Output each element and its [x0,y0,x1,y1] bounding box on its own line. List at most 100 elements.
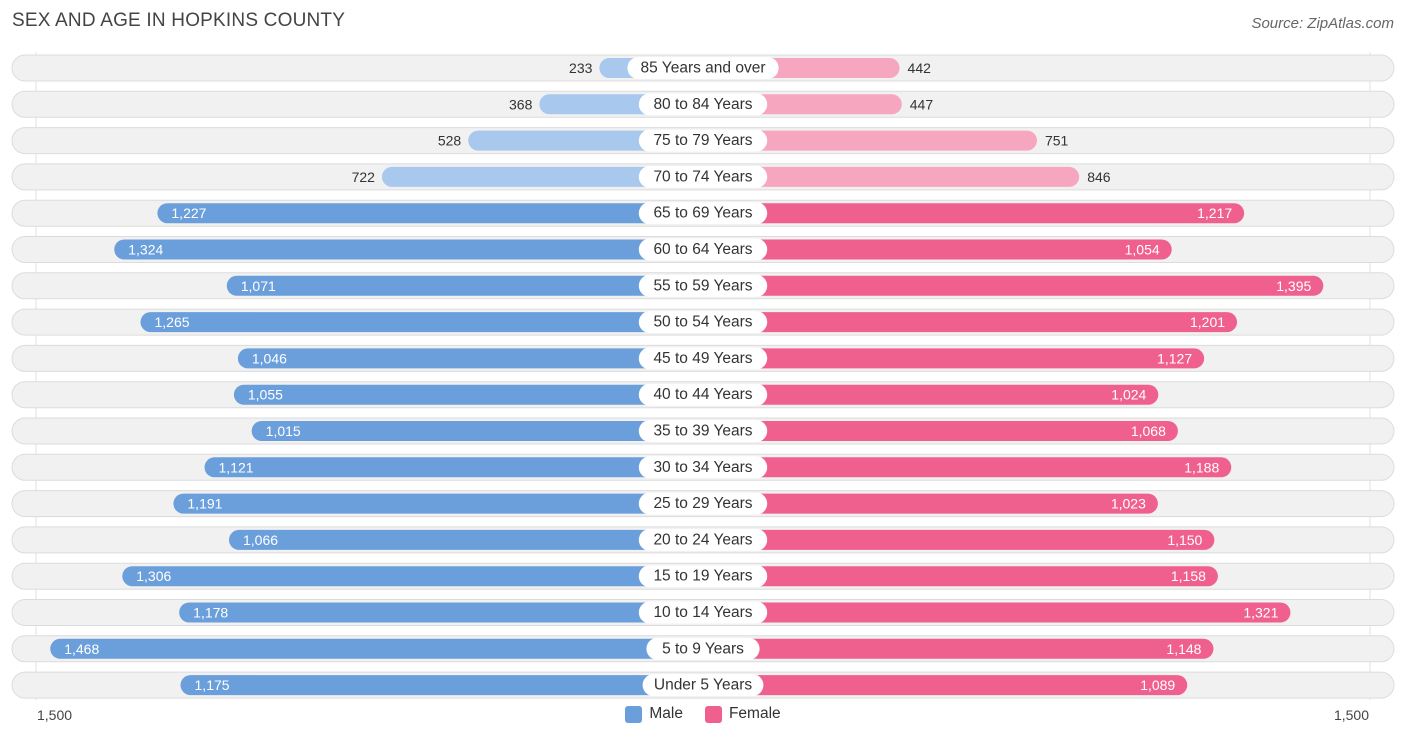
male-value-label: 1,066 [243,532,278,548]
category-pill [627,57,779,79]
legend-label-female: Female [728,705,781,722]
male-value-label: 1,265 [154,314,189,330]
source-label: Source: ZipAtlas.com [1251,15,1394,32]
male-bar [251,421,703,441]
male-value-label: 1,324 [128,242,163,258]
female-value-label: 751 [1045,133,1069,149]
male-bar [237,348,703,369]
legend-item-female: Female [704,705,781,723]
age-row: 20 to 24 Years 1,066 1,150 [11,526,1395,554]
category-pill [638,601,768,624]
category-label: 50 to 54 Years [653,314,752,331]
age-row: 30 to 34 Years 1,121 1,188 [11,453,1395,481]
female-bar [703,312,1238,333]
male-value-label: 368 [509,96,533,112]
female-value-label: 1,150 [1167,532,1202,548]
female-bar [703,638,1214,659]
category-label: 55 to 59 Years [653,277,752,294]
female-bar [703,130,1037,151]
category-pill [638,238,768,261]
legend-swatch-female [704,705,722,723]
male-bar [179,602,703,623]
age-row: 80 to 84 Years 368 447 [11,90,1395,118]
female-bar [703,675,1188,696]
female-value-label: 1,217 [1197,205,1232,221]
category-pill [638,565,768,588]
category-pill [638,311,768,334]
category-label: 15 to 19 Years [653,568,752,585]
male-value-label: 722 [352,169,376,185]
male-value-label: 1,055 [248,387,283,403]
butterfly-chart: 85 Years and over 233 442 80 to 84 Years 368… [11,52,1395,700]
male-bar [204,457,703,478]
age-row: Under 5 Years 1,175 1,089 [11,671,1395,699]
female-value-label: 442 [908,60,932,76]
female-bar [703,348,1205,369]
age-row: 15 to 19 Years 1,306 1,158 [11,562,1395,590]
male-value-label: 1,046 [252,350,287,366]
female-bar [703,457,1232,478]
age-row: 60 to 64 Years 1,324 1,054 [11,236,1395,263]
legend-swatch-male [625,705,643,723]
female-bar [703,566,1218,587]
category-label: 60 to 64 Years [653,241,752,258]
female-value-label: 1,321 [1243,605,1278,621]
female-value-label: 846 [1087,169,1111,185]
male-bar [180,675,703,696]
axis-right-max-label: 1,500 [1333,707,1369,723]
male-value-label: 1,191 [187,496,222,512]
male-bar [381,166,703,187]
male-bar [140,312,703,333]
legend-label-male: Male [649,705,683,722]
female-bar [703,602,1291,623]
male-value-label: 1,121 [219,459,254,475]
female-value-label: 1,188 [1184,459,1219,475]
male-value-label: 528 [438,133,462,149]
category-label: 35 to 39 Years [653,423,752,440]
category-pill [638,528,768,551]
category-pill [646,637,760,660]
male-bar [233,384,704,405]
category-label: Under 5 Years [654,677,752,694]
category-pill [638,492,768,515]
female-value-label: 1,127 [1157,350,1192,366]
category-label: 75 to 79 Years [653,132,752,149]
category-pill [638,347,768,370]
category-pill [638,129,768,152]
category-label: 85 Years and over [641,60,766,77]
category-pill [638,383,768,406]
age-row: 50 to 54 Years 1,265 1,201 [11,308,1395,336]
category-label: 25 to 29 Years [653,495,752,512]
female-value-label: 1,023 [1111,496,1146,512]
female-value-label: 1,024 [1111,387,1146,403]
female-value-label: 1,148 [1166,641,1201,657]
female-bar [703,421,1178,441]
male-value-label: 1,175 [195,677,230,693]
age-row: 85 Years and over 233 442 [11,54,1395,82]
male-bar [228,529,703,550]
female-bar [703,203,1245,224]
age-row: 70 to 74 Years 722 846 [11,163,1395,191]
male-bar [122,566,704,587]
age-row: 75 to 79 Years 528 751 [11,127,1395,155]
category-label: 80 to 84 Years [653,96,752,113]
category-pill [638,202,768,225]
category-pill [638,93,768,116]
female-value-label: 1,395 [1276,278,1311,294]
age-row: 10 to 14 Years 1,178 1,321 [11,599,1395,626]
age-row: 45 to 49 Years 1,046 1,127 [11,344,1395,372]
age-row: 55 to 59 Years 1,071 1,395 [11,272,1395,300]
age-row: 5 to 9 Years 1,468 1,148 [11,635,1395,663]
category-pill [638,456,768,479]
category-label: 45 to 49 Years [653,350,752,367]
age-row: 40 to 44 Years 1,055 1,024 [11,381,1395,409]
category-pill [638,420,768,442]
male-bar [114,239,703,260]
female-value-label: 1,054 [1125,242,1160,258]
category-pill [638,274,768,297]
category-label: 30 to 34 Years [653,459,752,476]
age-row: 35 to 39 Years 1,015 1,068 [11,417,1395,445]
male-value-label: 1,178 [193,605,228,621]
female-value-label: 447 [910,96,934,112]
female-bar [703,275,1324,296]
